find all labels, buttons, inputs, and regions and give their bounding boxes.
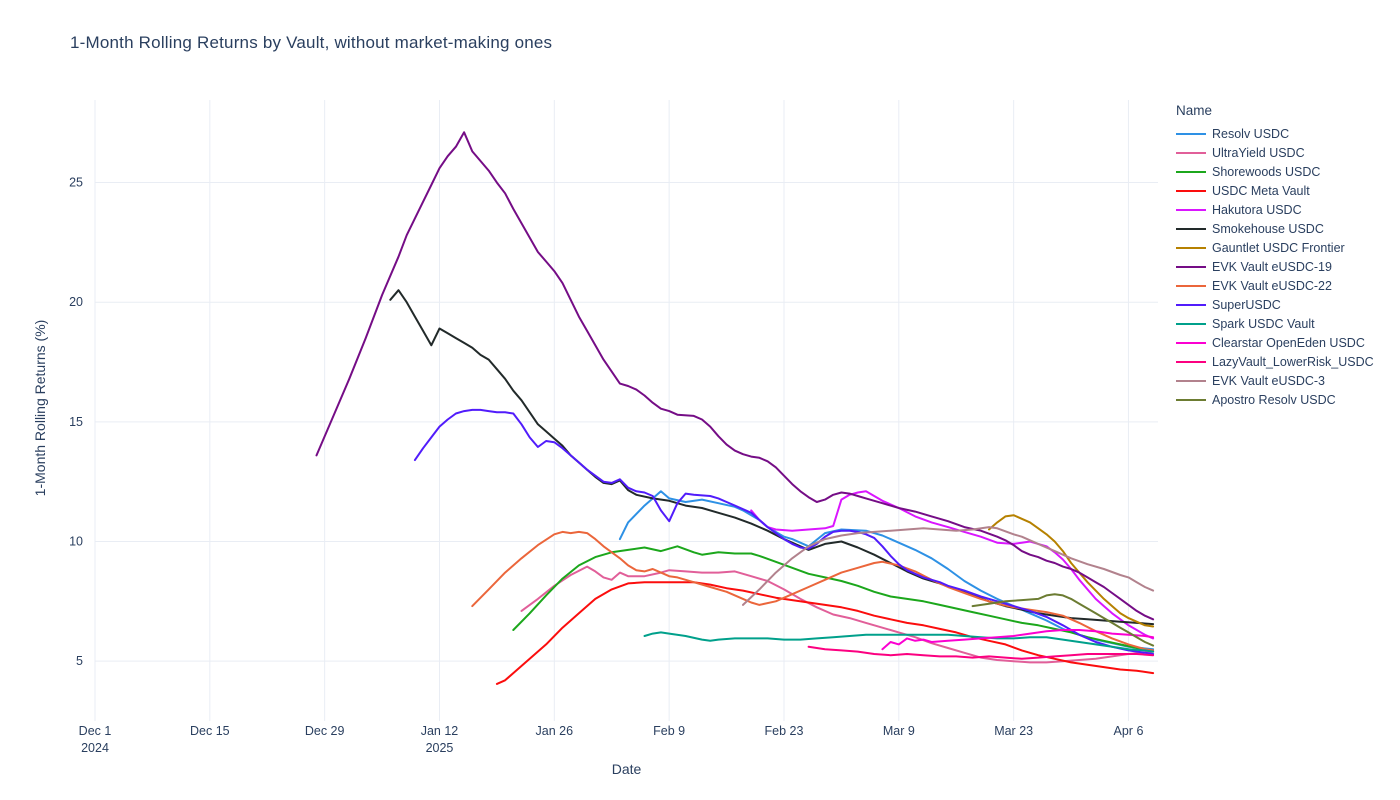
legend-item-resolv-usdc[interactable]: Resolv USDC [1176,124,1374,143]
series-line-resolv-usdc [618,490,1155,651]
legend-title: Name [1176,103,1213,118]
series-line-evk-vault-eusdc-3 [742,526,1155,606]
series-line-spark-usdc-vault [643,631,1155,653]
legend-item-label: USDC Meta Vault [1212,183,1310,198]
legend: Name Resolv USDC UltraYield USDC Shorewood… [1176,103,1374,409]
legend-item-label: UltraYield USDC [1212,145,1305,160]
legend-item-label: LazyVault_LowerRisk_USDC [1212,354,1374,369]
x-tick-label: Dec 15 [190,724,230,738]
legend-item-label: Clearstar OpenEden USDC [1212,335,1365,350]
legend-line-swatch [1176,208,1206,211]
y-tick-label: 15 [69,415,83,429]
y-axis-title: 1-Month Rolling Returns (%) [32,319,48,497]
legend-line-swatch [1176,303,1206,306]
legend-item-superusdc[interactable]: SuperUSDC [1176,295,1374,314]
legend-item-shorewoods-usdc[interactable]: Shorewoods USDC [1176,162,1374,181]
series-line-lazyvault-lowerrisk-usdc [807,645,1155,660]
legend-line-swatch [1176,284,1206,287]
y-tick-label: 25 [69,176,83,190]
y-tick-label: 5 [76,654,83,668]
legend-line-swatch [1176,265,1206,268]
x-tick-label: Apr 6 [1114,724,1144,738]
legend-item-gauntlet-usdc-frontier[interactable]: Gauntlet USDC Frontier [1176,238,1374,257]
legend-item-label: EVK Vault eUSDC-3 [1212,373,1326,388]
x-tick-sublabel: 2024 [81,741,109,755]
legend-line-swatch [1176,379,1206,382]
x-tick-label: Dec 1 [79,724,112,738]
legend-item-label: Spark USDC Vault [1212,316,1315,331]
legend-item-label: Hakutora USDC [1212,202,1302,217]
legend-item-lazyvault-lowerrisk-usdc[interactable]: LazyVault_LowerRisk_USDC [1176,352,1374,371]
legend-line-swatch [1176,360,1206,363]
y-tick-label: 20 [69,295,83,309]
legend-item-label: Apostro Resolv USDC [1212,392,1336,407]
legend-item-label: Resolv USDC [1212,126,1290,141]
x-tick-label: Dec 29 [305,724,345,738]
series-line-superusdc [413,408,1155,655]
series-line-usdc-meta-vault [495,581,1155,685]
x-tick-label: Jan 26 [536,724,574,738]
legend-line-swatch [1176,398,1206,401]
x-tick-sublabel: 2025 [426,741,454,755]
legend-line-swatch [1176,341,1206,344]
legend-item-evk-vault-eusdc-22[interactable]: EVK Vault eUSDC-22 [1176,276,1374,295]
legend-item-label: EVK Vault eUSDC-22 [1212,278,1332,293]
x-tick-label: Feb 23 [765,724,804,738]
legend-item-hakutora-usdc[interactable]: Hakutora USDC [1176,200,1374,219]
chart-title: 1-Month Rolling Returns by Vault, withou… [70,33,553,52]
series-line-apostro-resolv-usdc [971,593,1155,647]
series-line-shorewoods-usdc [512,545,1155,653]
x-axis-title: Date [611,761,642,777]
legend-line-swatch [1176,227,1206,230]
legend-line-swatch [1176,322,1206,325]
legend-item-smokehouse-usdc[interactable]: Smokehouse USDC [1176,219,1374,238]
x-tick-label: Jan 12 [421,724,459,738]
y-tick-label: 10 [69,535,83,549]
legend-line-swatch [1176,132,1206,135]
legend-item-ultrayield-usdc[interactable]: UltraYield USDC [1176,143,1374,162]
legend-item-evk-vault-eusdc-3[interactable]: EVK Vault eUSDC-3 [1176,371,1374,390]
legend-item-label: SuperUSDC [1212,297,1281,312]
legend-item-apostro-resolv-usdc[interactable]: Apostro Resolv USDC [1176,390,1374,409]
legend-item-label: Gauntlet USDC Frontier [1212,240,1345,255]
x-tick-label: Mar 23 [994,724,1033,738]
x-tick-label: Mar 9 [883,724,915,738]
legend-line-swatch [1176,170,1206,173]
legend-item-spark-usdc-vault[interactable]: Spark USDC Vault [1176,314,1374,333]
series-line-evk-vault-eusdc-19 [315,131,1155,621]
legend-item-label: Smokehouse USDC [1212,221,1324,236]
legend-line-swatch [1176,189,1206,192]
series-line-hakutora-usdc [750,490,1155,640]
series-line-gauntlet-usdc-frontier [988,514,1155,628]
series-line-clearstar-openeden-usdc [881,629,1155,651]
legend-line-swatch [1176,246,1206,249]
legend-item-evk-vault-eusdc-19[interactable]: EVK Vault eUSDC-19 [1176,257,1374,276]
x-tick-label: Feb 9 [653,724,685,738]
legend-line-swatch [1176,151,1206,154]
legend-item-clearstar-openeden-usdc[interactable]: Clearstar OpenEden USDC [1176,333,1374,352]
legend-item-label: EVK Vault eUSDC-19 [1212,259,1332,274]
legend-item-label: Shorewoods USDC [1212,164,1321,179]
legend-item-usdc-meta-vault[interactable]: USDC Meta Vault [1176,181,1374,200]
legend-items: Resolv USDC UltraYield USDC Shorewoods USD… [1176,124,1374,409]
